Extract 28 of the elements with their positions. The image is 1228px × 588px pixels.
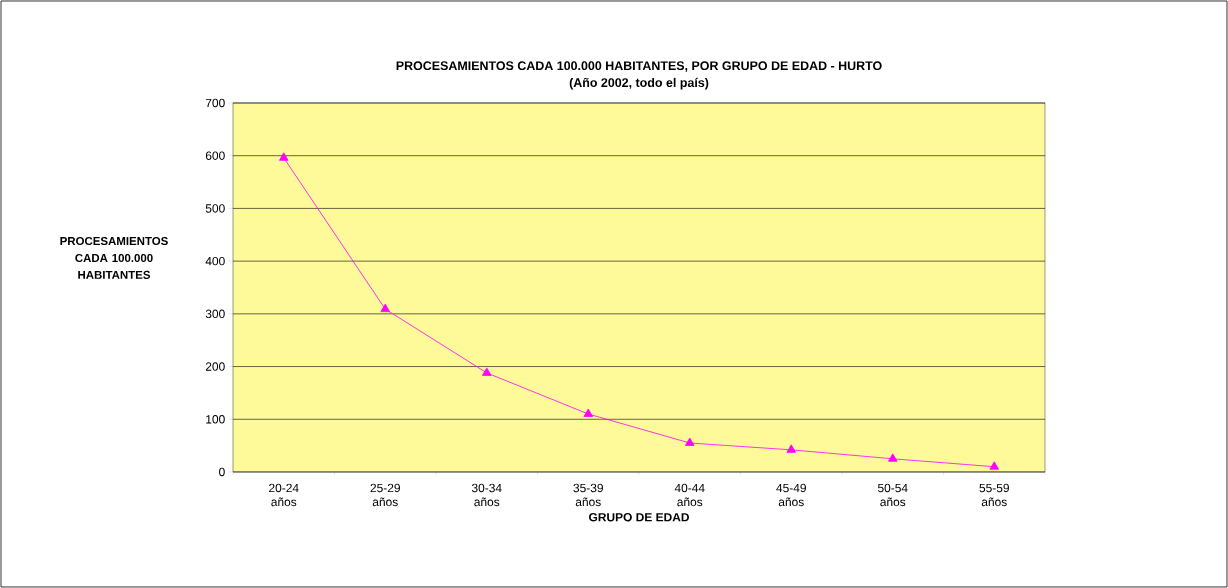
x-tick-label: 35-39 años [573, 483, 603, 507]
point [279, 152, 289, 161]
point [380, 303, 390, 312]
point [685, 437, 695, 446]
point [888, 453, 898, 462]
y-tick-label: 200 [205, 362, 225, 371]
x-tick-label: 25-29 años [370, 483, 400, 507]
y-tick-label: 0 [219, 467, 225, 477]
x-tick-label: 50-54 años [877, 483, 908, 507]
chart-subtitle: (Año 2002, todo el país) [569, 77, 709, 90]
point [786, 444, 796, 453]
y-tick-label: 600 [205, 151, 225, 160]
chart-title: PROCESAMIENTOS CADA 100.000 HABITANTES, POR GRUPO DE EDAD - HURTO [396, 61, 882, 72]
point [989, 461, 999, 470]
y-tick-label: 500 [205, 204, 225, 213]
point [583, 408, 593, 417]
point [482, 367, 492, 376]
y-tick-label: 100 [206, 415, 225, 424]
x-tick-label: 30-34 años [471, 483, 502, 507]
x-tick-label: 45-49 años [776, 483, 806, 507]
y-tick-label: 700 [205, 98, 225, 108]
y-tick-label: 300 [205, 309, 225, 319]
x-tick-label: 55-59 años [979, 483, 1009, 507]
x-tick-label: 20-24 años [269, 483, 299, 507]
x-tick-label: 40-44 años [674, 483, 705, 507]
y-tick-label: 400 [205, 256, 225, 266]
x-axis-title: GRUPO DE EDAD [589, 513, 689, 522]
y-axis-title: PROCESAMIENTOS CADA 100.000 HABITANTES [60, 236, 168, 279]
